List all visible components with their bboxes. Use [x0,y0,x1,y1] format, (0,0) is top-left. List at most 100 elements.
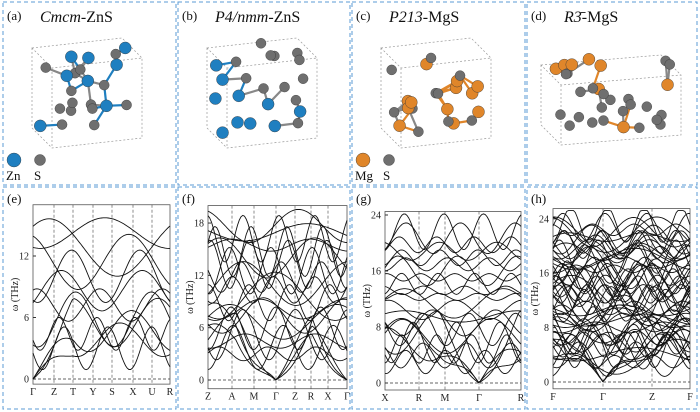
sulfur-atom [598,88,609,100]
ytick-label: 0 [199,376,204,387]
ytick-label: 8 [376,323,381,334]
kpoint-label: X [129,387,137,398]
sulfur-atom [555,109,566,120]
phonon-band [384,342,522,369]
kpoint-label: R [518,393,525,404]
sulfur-atom [664,59,675,70]
crystal-structure [540,53,682,146]
kpoint-label: X [324,392,332,403]
phonon-band [207,302,348,381]
panel-tag: (a) [7,8,21,23]
panel-tag: (c) [356,8,370,23]
phonon-band [32,310,171,380]
phonon-band [384,318,522,383]
kpoint-label: T [70,387,76,398]
kpoint-label: R [308,392,315,403]
phonon-band [32,326,171,371]
phonon-band [384,317,522,354]
structure-panel-0: (a) Cmcm-ZnS Zn S [6,8,143,183]
metal-atom [216,73,229,86]
phonon-band [552,312,691,333]
metal-atom [261,97,275,111]
phonon-band [32,288,171,322]
phonon-band [207,208,348,243]
phonon-band [207,271,348,321]
kpoint-label: R [416,393,423,404]
ytick-label: 12 [19,252,29,263]
metal-atom [231,116,244,129]
kpoint-label: Γ [30,387,36,398]
metal-atom [405,96,418,109]
kpoint-label: Γ [600,392,606,403]
phonon-band [384,236,522,254]
panel-tag: (h) [531,191,546,206]
sulfur-atom [587,117,598,128]
phonon-band [32,316,171,351]
metal-atom [582,53,596,66]
metal-atom [617,120,630,134]
phonon-band [207,309,348,361]
legend-label: Mg [355,168,374,183]
sulfur-atom [54,103,66,114]
sulfur-atom [56,119,68,130]
phonon-band [384,321,522,364]
kpoint-label: Z [292,392,298,403]
sulfur-atom [230,56,242,68]
sulfur-atom [87,103,98,114]
sulfur-atom [617,105,629,117]
title-italic: R3̄ [563,9,586,26]
phonon-band [384,241,522,261]
phonon-band [384,222,522,255]
phonon-band [207,312,348,381]
plot-axes-box [207,205,348,390]
metal-atom [210,59,223,72]
phonon-band [384,249,522,267]
sulfur-atom [265,50,276,61]
phonon-band [552,306,691,344]
sulfur-atom [386,64,397,76]
structure-panel-2: (c) P213-MgS Mg S [355,8,492,183]
sulfur-atom [598,115,609,126]
phonon-band [552,274,691,307]
phonon-panel-frame [526,186,698,410]
ytick-label: 6 [24,313,29,324]
sulfur-atom [279,81,290,93]
sulfur-atom [596,102,607,113]
phonon-band [552,260,691,293]
y-axis-label: ω (THz) [530,282,541,316]
sulfur-atom [75,64,86,75]
kpoint-label: Z [51,387,57,398]
phonon-band [207,239,348,290]
phonon-band [552,275,691,302]
sulfur-atom [255,38,267,49]
phonon-band [32,270,171,312]
sulfur-atom [454,70,466,81]
phonon-band [552,254,691,269]
metal-atom [34,119,47,133]
phonon-band [384,257,522,272]
phonon-band [384,272,522,295]
sulfur-atom [651,114,662,126]
panel-title: Cmcm-ZnS [40,9,113,26]
legend-atom-icon [34,154,46,166]
sulfur-atom [258,83,269,94]
sulfur-atom [67,97,78,108]
phonon-band [207,276,348,304]
panel-title: R3̄-MgS [563,9,618,26]
phonon-band [384,310,522,323]
phonon-band [384,312,522,347]
legend-atom-icon [383,154,395,166]
phonon-band [207,324,348,370]
sulfur-atom [443,116,454,127]
phonon-panel-frame [177,186,351,410]
metal-atom [81,74,95,88]
phonon-band [552,347,691,362]
ytick-label: 18 [194,219,204,230]
crystal-structure [206,37,318,149]
metal-atom [565,58,578,71]
phonon-band [552,234,691,260]
sulfur-atom [66,85,77,97]
sulfur-atom [297,73,309,84]
